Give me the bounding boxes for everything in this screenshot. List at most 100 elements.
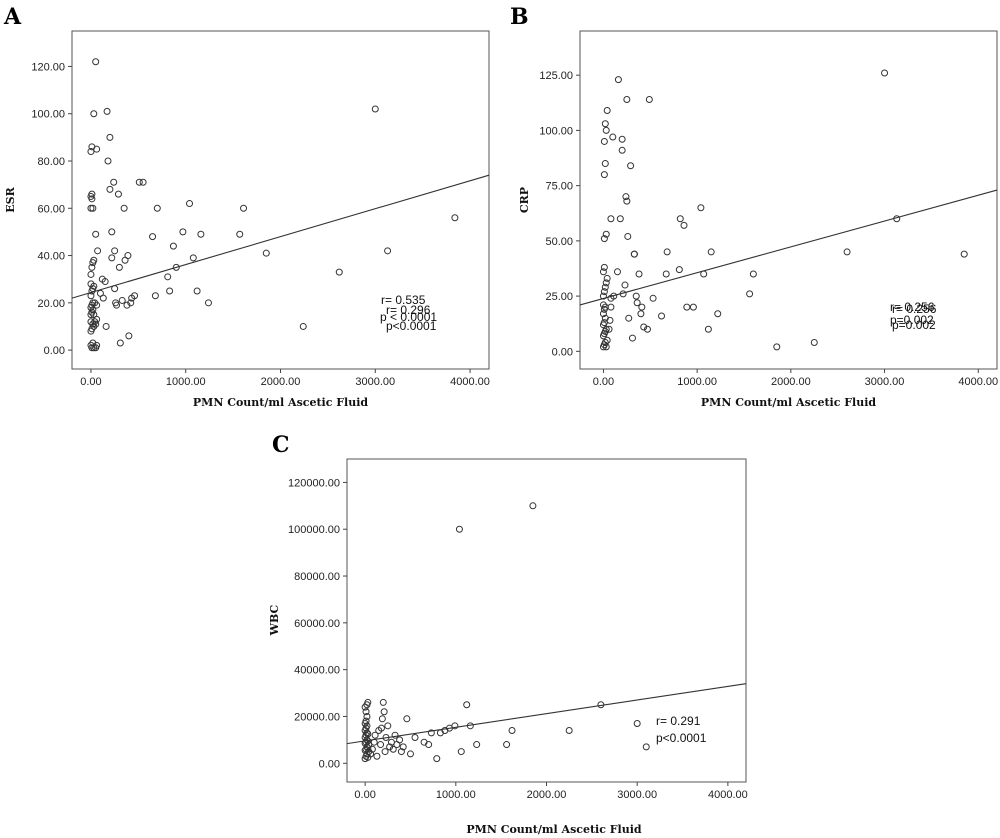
panel-c-point-50 xyxy=(403,715,411,723)
panel-b-point-67 xyxy=(676,215,684,223)
panel-c-point-41 xyxy=(384,722,392,730)
panel-b-point-19 xyxy=(602,279,610,287)
panel-b-y-tick-label-0: 0.00 xyxy=(552,346,573,358)
panel-c-point-55 xyxy=(427,729,435,737)
panel-a-point-72 xyxy=(135,178,143,186)
panel-a-point-79 xyxy=(169,242,177,250)
panel-a-x-tick-label-1: 1000.00 xyxy=(166,376,206,388)
panel-b-point-48 xyxy=(624,232,632,240)
panel-b-point-53 xyxy=(630,250,638,258)
panel-c-point-47 xyxy=(396,736,404,744)
panel-b-y-tick-label-5: 125.00 xyxy=(539,70,573,82)
panel-c-point-44 xyxy=(389,745,397,753)
panel-b-fit-line xyxy=(579,189,998,306)
panel-b-point-41 xyxy=(618,146,626,154)
panel-c-point-72 xyxy=(642,743,650,751)
panel-b-point-3 xyxy=(602,343,610,351)
panel-b-point-77 xyxy=(749,270,757,278)
panel-c-point-48 xyxy=(397,748,405,756)
panel-b-point-15 xyxy=(599,301,607,309)
panel-c-point-52 xyxy=(411,734,419,742)
panel-a-y-tick-label-1: 20.00 xyxy=(37,298,65,310)
panel-a-point-86 xyxy=(204,299,212,307)
panel-c-x-axis-label: PMN Count/ml Ascetic Fluid xyxy=(466,823,642,836)
panel-b-point-50 xyxy=(627,162,635,170)
panel-b-y-tick-label-1: 25.00 xyxy=(545,291,573,303)
panel-a-point-88 xyxy=(240,204,248,212)
panel-b-fit-group xyxy=(579,189,998,306)
panel-b-point-57 xyxy=(637,310,645,318)
panel-a-point-22 xyxy=(93,301,101,309)
panel-a-point-68 xyxy=(125,332,133,340)
panel-a-point-56 xyxy=(111,247,119,255)
panel-c-point-37 xyxy=(379,698,387,706)
panel-a-point-83 xyxy=(189,254,197,262)
panel-b-point-32 xyxy=(606,316,614,324)
panel-b-y-ticks: 0.00 25.00 50.00 75.00 100.00 125.00 xyxy=(539,70,580,358)
panel-c-point-51 xyxy=(406,750,414,758)
panel-a-point-33 xyxy=(89,204,97,212)
panel-b-point-22 xyxy=(600,263,608,271)
panel-a-points xyxy=(87,58,459,352)
panel-c-x-tick-label-0: 0.00 xyxy=(354,789,375,801)
panel-c-point-61 xyxy=(455,525,463,533)
panel-b-point-31 xyxy=(605,325,613,333)
panel-a-point-63 xyxy=(118,296,126,304)
panel-c-y-axis-label: WBC xyxy=(268,604,281,636)
panel-a-point-55 xyxy=(110,178,118,186)
panel-b-point-42 xyxy=(618,135,626,143)
panel-b-point-36 xyxy=(609,133,617,141)
panel-b-x-tick-label-2: 2000.00 xyxy=(771,376,811,388)
panel-a-point-41 xyxy=(93,145,101,153)
panel-a-point-52 xyxy=(106,185,114,193)
panel-b-x-ticks: 0.00 1000.00 2000.00 3000.00 4000.00 xyxy=(593,369,998,388)
panel-a-point-90 xyxy=(299,322,307,330)
panel-a-plot-area xyxy=(71,30,490,370)
panel-b-point-29 xyxy=(601,120,609,128)
panel-b-point-33 xyxy=(607,303,615,311)
panel-c-point-34 xyxy=(377,741,385,749)
panel-b-points xyxy=(599,69,968,351)
panel-b-point-76 xyxy=(746,290,754,298)
panel-b-point-73 xyxy=(704,325,712,333)
panel-b-point-26 xyxy=(601,160,609,168)
panel-b-point-62 xyxy=(649,294,657,302)
panel-b-point-46 xyxy=(623,197,631,205)
panel-a-point-54 xyxy=(108,254,116,262)
panel-b-x-tick-label-0: 0.00 xyxy=(593,376,614,388)
panel-c-fit-group xyxy=(346,683,747,745)
panel-b-point-49 xyxy=(625,314,633,322)
panel-a-point-32 xyxy=(87,204,95,212)
panel-a-stat-p2: p<0.0001 xyxy=(386,319,437,333)
panel-a-x-ticks: 0.00 1000.00 2000.00 3000.00 4000.00 xyxy=(80,369,490,388)
panel-b-point-78 xyxy=(773,343,781,351)
panel-c-x-tick-label-2: 2000.00 xyxy=(527,789,567,801)
panel-b-point-54 xyxy=(632,292,640,300)
panel-b-point-24 xyxy=(602,230,610,238)
panel-a-stat-p1: p < 0.0001 xyxy=(380,310,437,324)
panel-a-x-tick-label-3: 3000.00 xyxy=(355,376,395,388)
panel-a-fit-line xyxy=(71,174,490,299)
panel-b-point-83 xyxy=(960,250,968,258)
panel-a-point-51 xyxy=(106,133,114,141)
panel-c-x-tick-label-1: 1000.00 xyxy=(436,789,476,801)
panel-b-point-71 xyxy=(697,204,705,212)
panel-c-stat-r: r= 0.291 xyxy=(656,714,701,728)
panel-b-point-80 xyxy=(843,248,851,256)
panel-a-stat-r1: r= 0.535 xyxy=(381,293,426,307)
panel-b-y-tick-label-4: 100.00 xyxy=(539,125,573,137)
panel-c-point-62 xyxy=(457,748,465,756)
panel-c-point-56 xyxy=(433,755,441,763)
panel-b-y-axis-label: CRP xyxy=(518,187,531,213)
panel-b-stat-r2: r= 0.256 xyxy=(892,302,937,316)
panel-a-y-axis-label: ESR xyxy=(4,186,17,212)
panel-b-point-20 xyxy=(603,274,611,282)
panel-c-point-54 xyxy=(425,741,433,749)
panel-a-point-85 xyxy=(197,230,205,238)
panel-a-letter: A xyxy=(3,4,22,30)
panel-a-point-27 xyxy=(87,280,95,288)
panel-b-x-axis-label: PMN Count/ml Ascetic Fluid xyxy=(701,396,877,409)
panel-b-point-16 xyxy=(599,292,607,300)
panel-a-y-ticks: 0.00 20.00 40.00 60.00 80.00 100.00 120.00 xyxy=(31,61,72,357)
panel-a-point-69 xyxy=(127,299,135,307)
